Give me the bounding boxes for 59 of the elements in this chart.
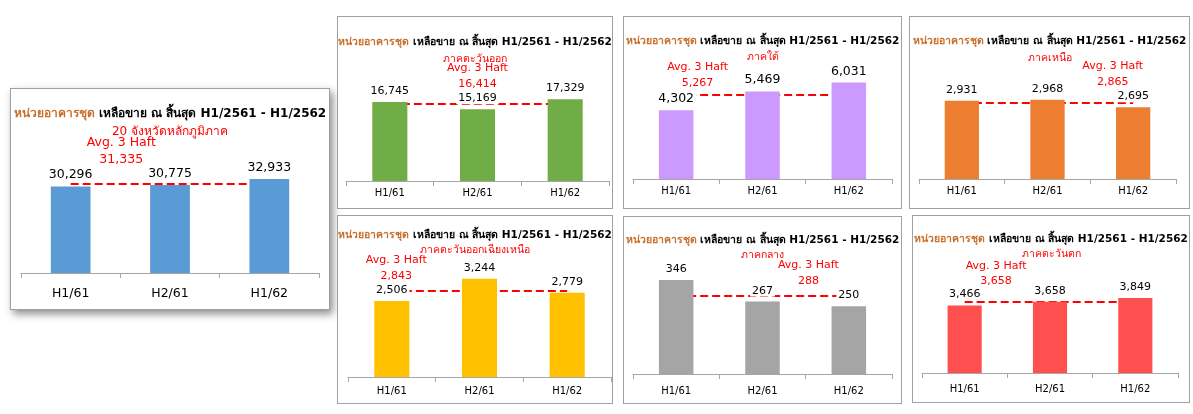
data-label: 2,931 bbox=[946, 82, 978, 96]
x-tick-label: H2/61 bbox=[464, 384, 495, 396]
x-tick-label: H1/61 bbox=[661, 384, 692, 396]
chart-title: หน่วยอาคารชุด เหลือขาย ณ สิ้นสุด H1/2561 - H1/2562 bbox=[338, 33, 612, 49]
chart-title: หน่วยอาคารชุด เหลือขาย ณ สิ้นสุด H1/2561 - H1/2562 bbox=[914, 230, 1188, 246]
data-label: 16,745 bbox=[370, 83, 410, 97]
data-label: 250 bbox=[838, 288, 860, 302]
data-label: 2,506 bbox=[376, 283, 408, 297]
data-label: 3,466 bbox=[948, 287, 981, 301]
x-tick-label: H1/62 bbox=[552, 384, 583, 396]
x-tick-label: H1/61 bbox=[374, 186, 405, 198]
x-tick-label: H1/62 bbox=[550, 186, 581, 198]
x-tick-label: H1/62 bbox=[1120, 382, 1151, 394]
ref-line-label: Avg. 3 Haft 5,267 bbox=[667, 60, 729, 90]
x-tick-label: H1/61 bbox=[949, 382, 980, 394]
chart-title: หน่วยอาคารชุด เหลือขาย ณ สิ้นสุด H1/2561 - H1/2562 bbox=[13, 103, 327, 121]
x-tick-label: H1/61 bbox=[946, 184, 977, 196]
x-tick-label: H1/61 bbox=[51, 285, 90, 300]
x-tick-label: H1/61 bbox=[376, 384, 407, 396]
data-label: 17,329 bbox=[545, 81, 585, 95]
ref-line-label: Avg. 3 Haft 2,843 bbox=[365, 253, 428, 283]
data-label: 15,169 bbox=[458, 91, 497, 105]
x-tick-label: H2/61 bbox=[462, 186, 493, 198]
ref-line-label: Avg. 3 Haft 2,865 bbox=[1082, 59, 1144, 89]
ref-line-label: Avg. 3 Haft 288 bbox=[777, 258, 840, 288]
data-label: 30,775 bbox=[148, 165, 192, 181]
chart-subtitle: ภาคใต้ bbox=[746, 50, 779, 62]
data-label: 3,658 bbox=[1034, 283, 1066, 297]
chart-title: หน่วยอาคารชุด เหลือขาย ณ สิ้นสุด H1/2561 - H1/2562 bbox=[912, 32, 1187, 48]
data-label: 267 bbox=[752, 283, 773, 297]
x-tick-label: H2/61 bbox=[747, 384, 778, 396]
data-label: 6,031 bbox=[830, 62, 867, 78]
x-tick-label: H2/61 bbox=[1035, 382, 1065, 394]
x-tick-label: H1/62 bbox=[833, 384, 864, 396]
data-label: 346 bbox=[665, 262, 687, 276]
chart-title: หน่วยอาคารชุด เหลือขาย ณ สิ้นสุด H1/2561 - H1/2562 bbox=[625, 32, 900, 48]
data-label: 30,296 bbox=[48, 166, 93, 182]
data-label: 5,469 bbox=[744, 71, 781, 87]
x-tick-label: H2/61 bbox=[1032, 184, 1063, 196]
data-label: 3,244 bbox=[463, 260, 496, 274]
data-label: 2,695 bbox=[1117, 89, 1149, 103]
chart-subtitle: ภาคเหนือ bbox=[1027, 51, 1072, 63]
data-label: 2,968 bbox=[1031, 81, 1064, 95]
x-tick-label: H1/62 bbox=[250, 285, 289, 300]
x-tick-label: H2/61 bbox=[151, 285, 189, 300]
data-label: 4,302 bbox=[658, 90, 695, 106]
chart-title: หน่วยอาคารชุด เหลือขาย ณ สิ้นสุด H1/2561 - H1/2562 bbox=[625, 231, 900, 247]
x-tick-label: H2/61 bbox=[747, 184, 778, 196]
x-tick-label: H1/61 bbox=[661, 184, 692, 196]
chart-subtitle: ภาคกลาง bbox=[741, 248, 784, 260]
x-tick-label: H1/62 bbox=[833, 184, 864, 196]
data-label: 3,849 bbox=[1119, 279, 1152, 293]
chart-title: หน่วยอาคารชุด เหลือขาย ณ สิ้นสุด H1/2561 - H1/2562 bbox=[338, 226, 612, 242]
ref-line-label: Avg. 3 Haft 3,658 bbox=[965, 258, 1028, 287]
data-label: 32,933 bbox=[247, 158, 292, 174]
x-tick-label: H1/62 bbox=[1118, 184, 1149, 196]
chart-subtitle: ภาคตะวันออกเฉียงเหนือ bbox=[420, 243, 530, 255]
data-label: 2,779 bbox=[551, 274, 583, 288]
chart-subtitle: ภาคตะวันตก bbox=[1021, 247, 1081, 259]
